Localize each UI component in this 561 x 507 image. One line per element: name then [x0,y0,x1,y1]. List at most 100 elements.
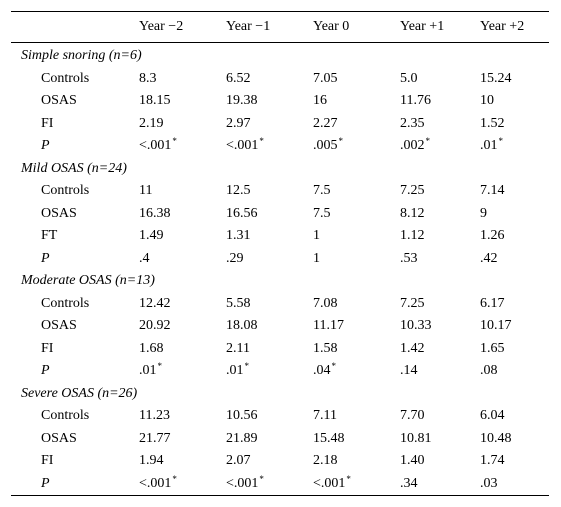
row-label: OSAS [41,430,77,446]
table-cell: 1.31 [226,225,251,247]
table-row: P <.001* <.001* .005* .002* .01* [11,135,549,157]
table-cell: 1.40 [400,450,425,472]
cell-value: 11.76 [400,93,431,108]
table-cell: .08 [480,360,498,382]
table-cell: 1.42 [400,338,425,360]
row-label: OSAS [41,93,77,108]
cell-value: .34 [400,475,418,491]
cell-value: 16 [313,93,327,108]
table-cell: 1 [313,248,320,270]
table-cell: .01* [480,135,503,157]
table-cell: 5.58 [226,293,251,315]
significance-marker: * [172,473,177,484]
table-bottom-rule [11,495,549,496]
table-row: FT 1.49 1.31 1 1.12 1.26 [11,225,549,247]
cell-value: 21.89 [226,430,258,446]
cell-value: 1.42 [400,340,425,356]
cell-value: 10.48 [480,430,512,446]
cell-value: 15.48 [313,430,345,446]
table-cell: 1.52 [480,113,505,135]
table-cell: 11.23 [139,405,170,427]
cell-value: 5.0 [400,70,418,86]
table-cell: 15.48 [313,428,345,450]
significance-marker: * [259,136,264,146]
table-cell: 16.38 [139,203,171,225]
table-cell: 2.07 [226,450,251,472]
table-cell: .53 [400,248,418,270]
table-cell: 12.42 [139,293,171,315]
group-title: Simple snoring (n=6) [21,48,142,63]
row-label: FI [41,453,54,468]
table-cell: 16.56 [226,203,258,225]
table-cell: 8.12 [400,203,425,225]
table-cell: .04* [313,360,336,382]
cell-value: <.001 [139,138,172,153]
cell-value: <.001 [226,475,259,491]
table-cell: 11 [139,180,152,202]
significance-marker: * [331,361,337,371]
cell-value: 10 [480,93,494,108]
cell-value: 8.3 [139,70,157,86]
table-cell: .01* [139,360,162,382]
cell-value: .01 [480,138,498,153]
cell-value: 7.70 [400,408,425,423]
table-cell: .01* [226,360,249,382]
table-cell: 15.24 [480,68,512,90]
table-cell: .005* [313,135,343,157]
table-row: FI 2.19 2.97 2.27 2.35 1.52 [11,113,549,135]
table-cell: 1.65 [480,338,505,360]
table-cell: 6.04 [480,405,505,427]
cell-value: 2.97 [226,115,251,131]
cell-value: 1.58 [313,340,338,356]
table-cell: 5.0 [400,68,418,90]
table-cell: 1.68 [139,338,164,360]
cell-value: <.001 [139,475,172,491]
table-row: P .4 .29 1 .53 .42 [11,248,549,270]
cell-value: 1.40 [400,453,425,468]
table-cell: 9 [480,203,487,225]
table-cell: 7.08 [313,293,338,315]
cell-value: 10.81 [400,430,432,446]
cell-value: 7.25 [400,183,425,198]
table-cell: 10.33 [400,315,432,337]
cell-value: 12.5 [226,183,251,198]
cell-value: 2.19 [139,115,164,131]
table-row: P .01* .01* .04* .14.08 [11,360,549,382]
significance-marker: * [425,136,431,146]
table-cell: 7.05 [313,68,338,90]
group-title: Severe OSAS (n=26) [21,385,138,401]
cell-value: 1.65 [480,340,505,356]
cell-value: .4 [139,250,150,266]
cell-value: .005 [313,138,338,153]
cell-value: 18.15 [139,93,171,108]
header-rule [11,42,549,43]
table-cell: 18.15 [139,90,171,112]
cell-value: 11 [139,183,153,198]
table-cell: .42 [480,248,498,270]
table-cell: 1.94 [139,450,164,472]
cell-value: 21.77 [139,430,171,446]
cell-value: 11.17 [313,318,344,333]
table-cell: <.001* [226,473,264,495]
cell-value: 5.58 [226,295,251,311]
table-cell: 12.5 [226,180,251,202]
cell-value: .53 [400,250,418,266]
table-cell: .29 [226,248,244,270]
significance-marker: * [172,136,177,146]
row-label: P [41,138,50,153]
table-cell: 20.92 [139,315,171,337]
table-cell: 2.35 [400,113,425,135]
significance-marker: * [259,473,264,484]
table-row: Controls 8.3 6.52 7.05 5.0 15.24 [11,68,549,90]
cell-value: .14 [400,363,418,378]
table-row: Controls 11.23 10.56 7.11 7.70 6.04 [11,405,549,427]
group-title: Moderate OSAS (n=13) [21,273,155,288]
table-cell: 2.11 [226,338,250,360]
table-cell: 6.17 [480,293,505,315]
table-cell: 18.08 [226,315,258,337]
cell-value: 11.23 [139,408,170,423]
row-label: Controls [41,183,90,198]
table-cell: 8.3 [139,68,157,90]
table-cell: 21.77 [139,428,171,450]
table-cell: 10.56 [226,405,258,427]
